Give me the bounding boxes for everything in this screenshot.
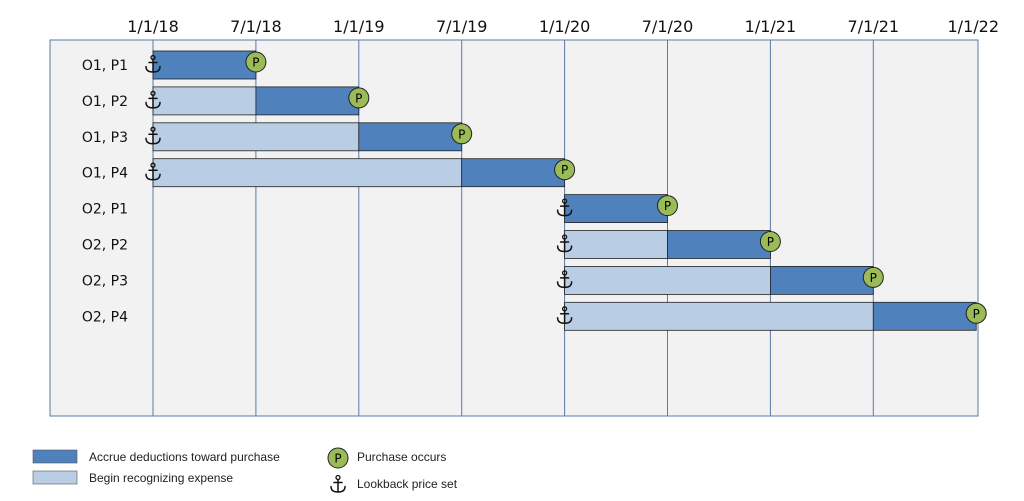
accrue-bar	[358, 122, 463, 152]
accrue-bar	[770, 265, 874, 295]
accrue-bar	[564, 194, 668, 224]
legend-expense-label: Begin recognizing expense	[89, 471, 233, 485]
anchor-shape	[556, 310, 573, 325]
anchor-shape	[145, 58, 161, 73]
purchase-letter: P	[561, 163, 568, 177]
anchor-shape	[556, 202, 573, 217]
anchor-icon	[556, 270, 573, 289]
x-axis-ticks: 1/1/18 7/1/18 1/1/19 7/1/19 1/1/20 7/1/20 1/1/…	[127, 17, 999, 36]
expense-bar	[564, 301, 874, 331]
legend-purchase-icon: P	[327, 447, 349, 469]
purchase-letter: P	[767, 235, 774, 249]
legend-purchase-letter: P	[334, 452, 341, 466]
accrue-bar	[461, 158, 566, 188]
purchase-circle	[554, 159, 576, 181]
purchase-letter: P	[870, 271, 877, 285]
purchase-icon: P	[348, 87, 370, 109]
row-label: O1, P3	[82, 130, 128, 146]
purchase-letter: P	[355, 91, 362, 105]
x-tick-label: 1/1/19	[333, 17, 385, 36]
anchor-shape	[145, 166, 161, 181]
bars	[152, 50, 977, 331]
anchor-shape	[556, 274, 573, 289]
x-tick-label: 1/1/18	[127, 17, 179, 36]
purchase-icon: P	[862, 266, 884, 288]
expense-bar	[152, 86, 257, 116]
anchor-icon	[145, 162, 161, 181]
accrue-bar	[152, 50, 257, 80]
row-label: O1, P4	[82, 166, 128, 182]
expense-bar	[152, 158, 463, 188]
x-tick-label: 7/1/18	[230, 17, 282, 36]
anchor-icon	[556, 234, 573, 253]
row-label: O1, P1	[82, 58, 128, 74]
x-tick-label: 7/1/20	[642, 17, 694, 36]
purchase-letter: P	[252, 56, 259, 70]
row-label: O2, P2	[82, 238, 128, 254]
purchase-icon: P	[554, 159, 576, 181]
legend-lookback-label: Lookback price set	[357, 477, 458, 491]
anchor-shape	[145, 130, 161, 145]
accrue-bar	[667, 230, 771, 259]
accrue-bar	[872, 301, 977, 331]
x-tick-label: 1/1/21	[745, 17, 797, 36]
anchor-icon	[556, 306, 573, 325]
anchor-icon	[145, 90, 161, 109]
purchase-icon: P	[657, 195, 678, 217]
anchor-shape	[556, 238, 573, 253]
purchase-circle	[657, 195, 678, 217]
purchase-icon: P	[245, 51, 267, 73]
purchase-letter: P	[664, 199, 671, 213]
row-labels: O1, P1 O1, P2 O1, P3 O1, P4 O2, P1 O2, P2 O2, …	[82, 58, 128, 325]
legend-accrue-swatch	[32, 449, 78, 464]
purchase-icon: P	[759, 231, 781, 252]
row-label: O2, P4	[82, 309, 128, 325]
x-tick-label: 7/1/19	[436, 17, 488, 36]
row-label: O1, P2	[82, 94, 128, 110]
legend-anchor-icon	[330, 474, 346, 493]
purchase-circle	[965, 302, 987, 324]
purchase-circle	[245, 51, 267, 73]
purchase-icon: P	[451, 123, 473, 145]
x-tick-label: 1/1/22	[948, 17, 1000, 36]
purchase-circle	[348, 87, 370, 109]
purchase-icon: P	[965, 302, 987, 324]
expense-bar	[564, 265, 771, 295]
anchor-icon	[556, 198, 573, 217]
anchor-icon	[145, 126, 161, 145]
row-label: O2, P1	[82, 202, 128, 218]
expense-bar	[152, 122, 360, 152]
purchase-circle	[451, 123, 473, 145]
markers: P P P P P P P P	[145, 51, 987, 325]
expense-bar	[564, 230, 668, 259]
legend-accrue-label: Accrue deductions toward purchase	[89, 450, 280, 464]
accrue-bar	[255, 86, 360, 116]
x-tick-label: 7/1/21	[848, 17, 900, 36]
legend-purchase-label: Purchase occurs	[357, 450, 446, 464]
purchase-circle	[759, 231, 781, 252]
x-tick-label: 1/1/20	[539, 17, 591, 36]
purchase-circle	[862, 266, 884, 288]
purchase-letter: P	[973, 307, 980, 321]
legend-expense-swatch	[32, 470, 78, 485]
purchase-letter: P	[458, 127, 465, 141]
row-label: O2, P3	[82, 273, 128, 289]
anchor-shape	[145, 94, 161, 109]
legend: Accrue deductions toward purchase Begin …	[32, 447, 458, 493]
anchor-icon	[145, 54, 161, 73]
